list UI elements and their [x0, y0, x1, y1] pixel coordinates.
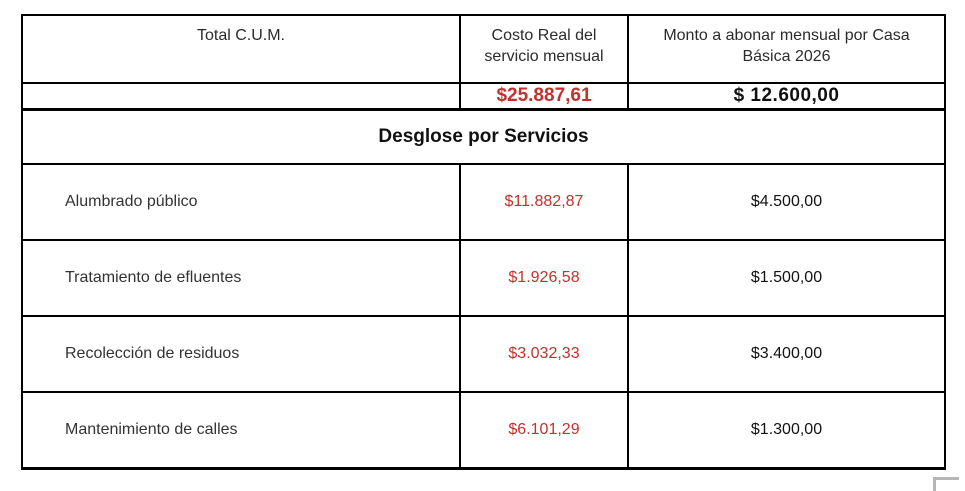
section-title: Desglose por Servicios [21, 108, 946, 165]
selection-corner-handle [933, 477, 959, 491]
header-monthly-payment: Monto a abonar mensual por Casa Básica 2… [627, 14, 946, 84]
table-row: Recolección de residuos $3.032,33 $3.400… [21, 315, 946, 393]
service-monthly-payment: $1.300,00 [627, 391, 946, 470]
service-name: Mantenimiento de calles [21, 391, 461, 470]
totals-real-cost: $25.887,61 [459, 82, 629, 111]
service-monthly-payment: $1.500,00 [627, 239, 946, 317]
service-name: Recolección de residuos [21, 315, 461, 393]
service-monthly-payment: $4.500,00 [627, 163, 946, 241]
service-monthly-payment: $3.400,00 [627, 315, 946, 393]
service-real-cost: $11.882,87 [459, 163, 629, 241]
section-title-row: Desglose por Servicios [21, 108, 946, 165]
table-row: Mantenimiento de calles $6.101,29 $1.300… [21, 391, 946, 470]
table-header-row: Total C.U.M. Costo Real del servicio men… [21, 14, 946, 84]
service-real-cost: $3.032,33 [459, 315, 629, 393]
totals-monthly-payment: $ 12.600,00 [627, 82, 946, 111]
header-total-cum: Total C.U.M. [21, 14, 461, 84]
cum-cost-table: Total C.U.M. Costo Real del servicio men… [21, 14, 946, 470]
service-name: Alumbrado público [21, 163, 461, 241]
table-row: Alumbrado público $11.882,87 $4.500,00 [21, 163, 946, 241]
service-real-cost: $6.101,29 [459, 391, 629, 470]
service-real-cost: $1.926,58 [459, 239, 629, 317]
totals-row: $25.887,61 $ 12.600,00 [21, 82, 946, 111]
table-row: Tratamiento de efluentes $1.926,58 $1.50… [21, 239, 946, 317]
service-name: Tratamiento de efluentes [21, 239, 461, 317]
totals-empty-cell [21, 82, 461, 111]
header-real-cost: Costo Real del servicio mensual [459, 14, 629, 84]
